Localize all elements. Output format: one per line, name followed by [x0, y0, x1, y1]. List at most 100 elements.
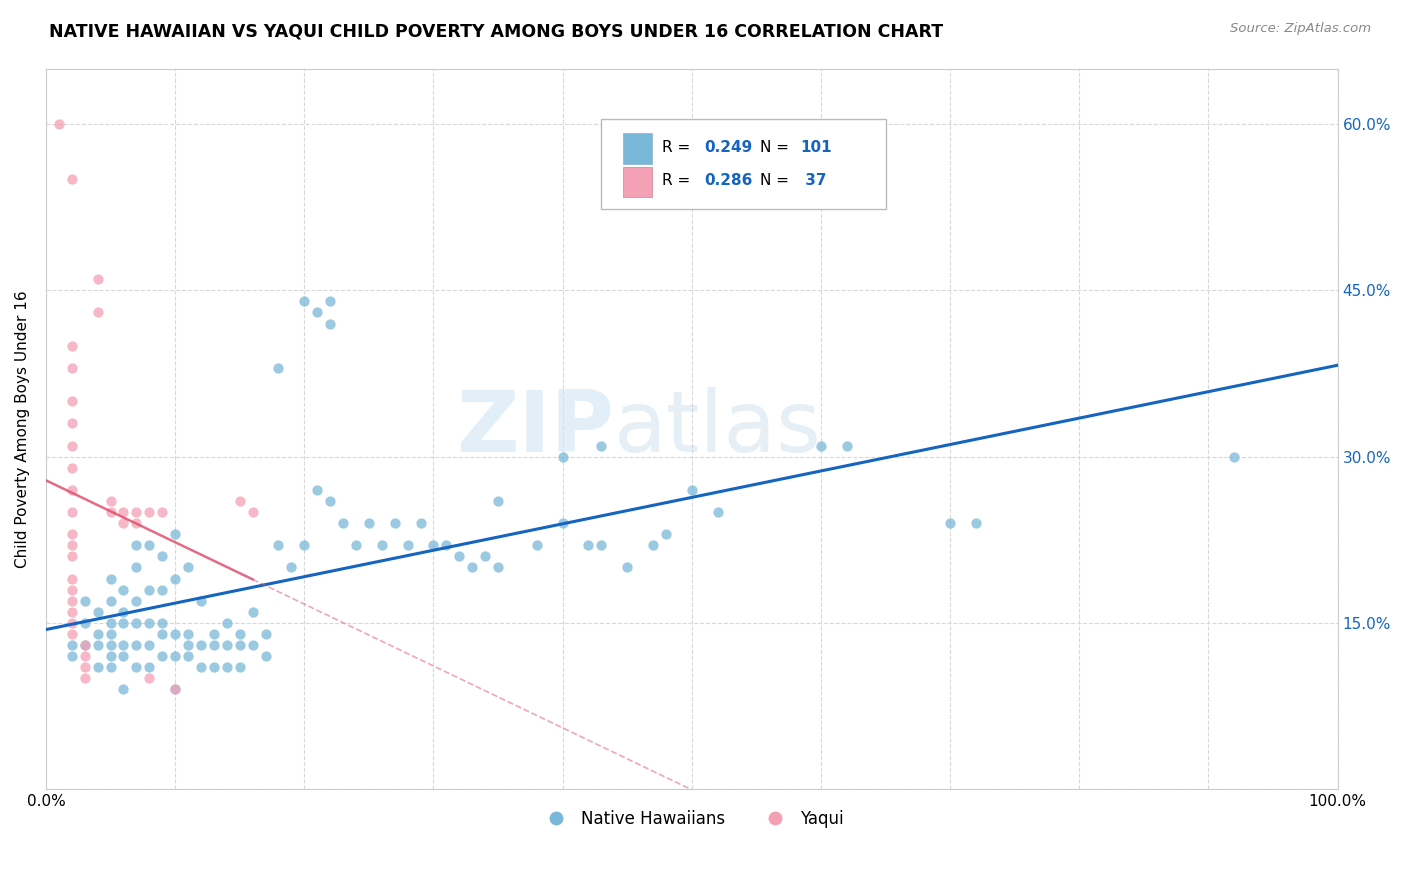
Point [138, 615, 160, 630]
Point [228, 638, 250, 652]
Point [486, 494, 509, 508]
Point [228, 627, 250, 641]
Point [112, 682, 135, 697]
Point [449, 549, 471, 564]
Text: Source: ZipAtlas.com: Source: ZipAtlas.com [1230, 22, 1371, 36]
Point [100, 638, 122, 652]
Text: N =: N = [761, 173, 794, 188]
Point [591, 538, 613, 552]
Text: 37: 37 [800, 173, 827, 188]
Legend: Native Hawaiians, Yaqui: Native Hawaiians, Yaqui [533, 804, 851, 835]
Point [60, 638, 83, 652]
Point [215, 638, 238, 652]
Point [100, 494, 122, 508]
Point [112, 605, 135, 619]
Point [125, 593, 148, 607]
Point [681, 483, 703, 497]
Point [100, 660, 122, 674]
Point [112, 505, 135, 519]
Point [242, 605, 264, 619]
Point [461, 560, 484, 574]
Point [202, 638, 225, 652]
Point [60, 460, 83, 475]
Point [100, 593, 122, 607]
Point [60, 593, 83, 607]
Point [60, 582, 83, 597]
Point [616, 560, 638, 574]
Point [86, 660, 108, 674]
Point [73, 593, 96, 607]
Point [60, 627, 83, 641]
Point [344, 538, 367, 552]
Point [150, 582, 173, 597]
Point [112, 649, 135, 664]
Point [551, 516, 574, 530]
Point [835, 438, 858, 452]
Point [125, 638, 148, 652]
Text: N =: N = [761, 140, 794, 155]
Text: 101: 101 [800, 140, 832, 155]
Text: ZIP: ZIP [457, 387, 614, 470]
Point [150, 627, 173, 641]
Point [86, 272, 108, 286]
Point [190, 638, 212, 652]
Point [125, 516, 148, 530]
Point [73, 615, 96, 630]
Point [215, 615, 238, 630]
Point [332, 516, 354, 530]
Point [177, 638, 200, 652]
FancyBboxPatch shape [623, 134, 652, 163]
Point [165, 572, 187, 586]
Point [86, 638, 108, 652]
Point [60, 172, 83, 186]
Point [434, 538, 457, 552]
Point [60, 505, 83, 519]
Point [125, 660, 148, 674]
Point [165, 527, 187, 541]
Point [215, 660, 238, 674]
Point [228, 494, 250, 508]
Point [86, 627, 108, 641]
Point [60, 649, 83, 664]
Point [578, 538, 600, 552]
Point [267, 360, 290, 375]
Point [228, 660, 250, 674]
Point [100, 649, 122, 664]
Point [100, 627, 122, 641]
Point [150, 649, 173, 664]
Point [292, 294, 315, 309]
Point [939, 516, 962, 530]
Point [177, 627, 200, 641]
Text: 0.249: 0.249 [704, 140, 754, 155]
Point [138, 638, 160, 652]
Point [73, 638, 96, 652]
Point [1223, 450, 1246, 464]
Point [125, 505, 148, 519]
Point [254, 649, 277, 664]
Text: R =: R = [662, 140, 695, 155]
Point [242, 638, 264, 652]
Point [73, 649, 96, 664]
Point [254, 627, 277, 641]
Point [112, 516, 135, 530]
Point [526, 538, 548, 552]
Point [150, 505, 173, 519]
FancyBboxPatch shape [602, 119, 886, 209]
Point [202, 660, 225, 674]
Text: NATIVE HAWAIIAN VS YAQUI CHILD POVERTY AMONG BOYS UNDER 16 CORRELATION CHART: NATIVE HAWAIIAN VS YAQUI CHILD POVERTY A… [49, 22, 943, 40]
Point [73, 660, 96, 674]
Point [100, 615, 122, 630]
Point [60, 527, 83, 541]
Point [48, 117, 70, 131]
Point [641, 538, 664, 552]
Point [177, 560, 200, 574]
Point [165, 682, 187, 697]
Point [138, 582, 160, 597]
Text: 0.286: 0.286 [704, 173, 754, 188]
Point [125, 538, 148, 552]
Point [307, 483, 329, 497]
Point [319, 317, 342, 331]
Text: R =: R = [662, 173, 695, 188]
Point [384, 516, 406, 530]
Point [60, 394, 83, 409]
